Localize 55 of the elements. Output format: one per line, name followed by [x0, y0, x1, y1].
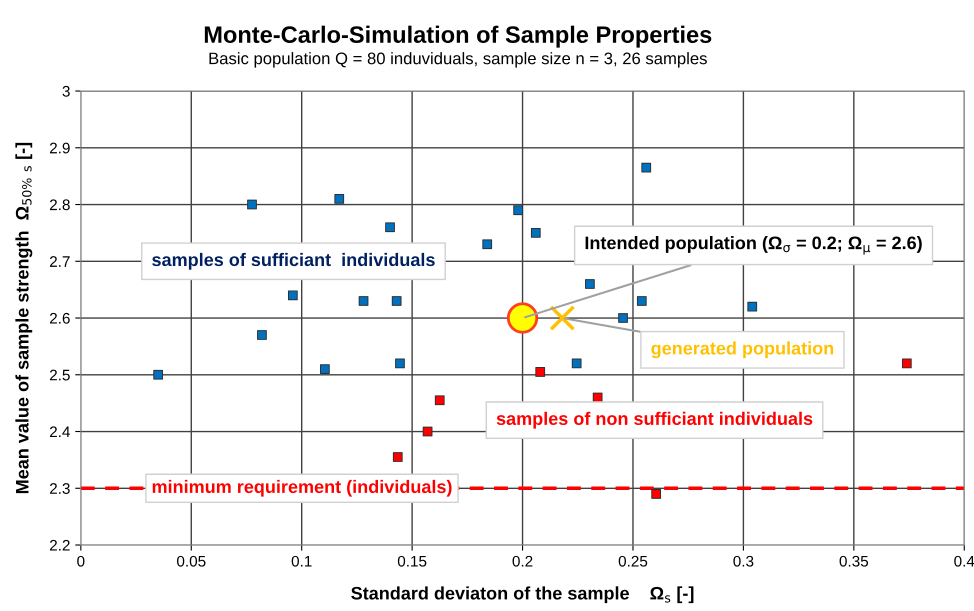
point — [747, 302, 758, 312]
annotation: samples of non sufficiant individuals — [496, 412, 812, 429]
x-tick-label: 0.25 — [618, 556, 648, 567]
point — [288, 290, 298, 300]
chart-title: Monte-Carlo-Simulation of Sample Properties — [204, 26, 712, 48]
y-tick-label: 2.3 — [50, 483, 70, 494]
annotation: samples of sufficiant individuals — [152, 252, 435, 270]
chart-subtitle: Basic population Q = 80 induviduals, sample size n = 3, 26 samples — [209, 52, 707, 68]
annotation: Intended population (Ω$_{σ}$ = 0.2; Ω$_{μ}$ = 2.6) — [586, 236, 922, 255]
point — [902, 358, 912, 368]
point — [392, 296, 402, 306]
point — [153, 370, 164, 380]
x-tick-label: 0.1 — [292, 556, 312, 567]
point — [585, 279, 595, 289]
x-axis-title: Standard deviaton of the sample Ω$_{s}$ [-] — [351, 586, 694, 604]
point — [247, 200, 257, 210]
y-tick-label: 3 — [62, 86, 70, 97]
x-tick-label: 0.4 — [954, 556, 974, 567]
x-tick-label: 0.35 — [840, 556, 868, 567]
y-tick-label: 2.6 — [50, 312, 70, 324]
point — [572, 358, 582, 368]
point — [651, 489, 662, 499]
point — [395, 358, 405, 368]
point — [392, 452, 403, 462]
y-tick-label: 2.9 — [50, 142, 70, 154]
point — [513, 205, 524, 216]
point — [482, 239, 492, 250]
point — [592, 392, 603, 402]
annotation: generated population — [651, 341, 834, 358]
point — [422, 426, 432, 436]
point — [358, 296, 368, 306]
point — [506, 302, 538, 334]
point — [535, 367, 546, 377]
y-tick-label: 2.4 — [50, 426, 70, 438]
point — [636, 296, 647, 306]
point — [334, 194, 344, 204]
x-tick-label: 0.2 — [512, 556, 532, 567]
point — [320, 364, 330, 374]
x-tick-label: 0.15 — [398, 556, 426, 567]
point — [385, 222, 395, 232]
point — [641, 162, 652, 173]
y-tick-label: 2.2 — [50, 540, 70, 551]
point — [257, 330, 267, 340]
y-tick-label: 2.5 — [50, 370, 70, 380]
y-axis-title: Mean value of sample strength Ω$_{50% s}$ [-] — [15, 142, 32, 494]
y-tick-label: 2.7 — [50, 256, 70, 267]
ref-line-label: minimum requirement (individuals) — [152, 480, 452, 497]
x-tick-label: 0.05 — [177, 556, 206, 567]
x-tick-label: 0 — [77, 556, 84, 567]
point — [434, 395, 445, 406]
x-tick-label: 0.3 — [733, 556, 754, 567]
y-tick-label: 2.8 — [50, 199, 70, 210]
point — [549, 305, 576, 331]
point — [530, 228, 541, 238]
point — [618, 313, 628, 323]
